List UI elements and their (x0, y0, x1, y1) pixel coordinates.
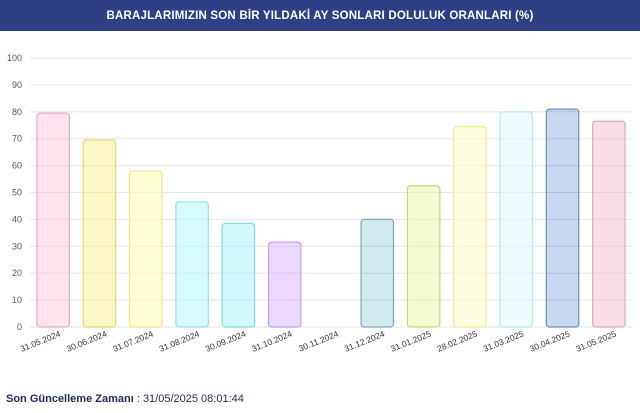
gridlines (30, 57, 632, 328)
y-tick-label: 60 (12, 161, 22, 171)
bar-31.05.2024 (36, 112, 70, 328)
bar-30.09.2024 (221, 222, 256, 328)
y-tick-label: 30 (12, 241, 22, 251)
bar-28.02.2025 (453, 125, 487, 328)
bar-30.04.2025 (545, 108, 580, 328)
bar-31.12.2024 (360, 218, 395, 328)
y-tick-label: 100 (7, 53, 22, 63)
bar-31.07.2024 (128, 170, 163, 328)
y-axis: 0 10 20 30 40 50 60 70 80 90 100 (7, 53, 22, 332)
x-tick-label: 30.04.2025 (528, 328, 571, 353)
x-tick-label: 31.01.2025 (389, 328, 432, 353)
y-tick-label: 80 (12, 107, 22, 117)
x-tick-label: 31.03.2025 (482, 328, 525, 353)
y-tick-label: 70 (12, 134, 22, 144)
bar-31.08.2024 (175, 201, 209, 328)
x-tick-label: 30.09.2024 (204, 328, 247, 353)
bar-31.01.2025 (406, 185, 441, 328)
x-tick-label: 28.02.2025 (435, 328, 478, 353)
last-update-separator: : (133, 393, 143, 405)
x-tick-label: 31.08.2024 (158, 328, 201, 353)
y-tick-label: 90 (12, 80, 22, 90)
bar-31.03.2025 (499, 111, 534, 328)
x-tick-label: 30.06.2024 (65, 328, 108, 353)
last-update-label: Son Güncelleme Zamanı (6, 393, 134, 405)
x-tick-label: 31.07.2024 (111, 328, 154, 353)
chart-panel: 0 10 20 30 40 50 60 70 80 90 100 31.05.2024 30.06.2… (0, 35, 640, 380)
y-tick-label: 20 (12, 268, 22, 278)
bar-31.10.2024 (267, 241, 302, 328)
bar-31.05.2025 (592, 120, 626, 328)
chart-title-bar: BARAJLARIMIZIN SON BİR YILDAKİ AY SONLAR… (0, 0, 640, 31)
bars (36, 108, 626, 328)
x-tick-label: 31.05.2025 (574, 328, 617, 353)
last-update: Son Güncelleme Zamanı : 31/05/2025 08:01… (6, 393, 244, 405)
x-tick-label: 30.11.2024 (297, 328, 340, 353)
y-tick-label: 0 (17, 322, 22, 332)
y-tick-label: 10 (12, 295, 22, 305)
x-tick-label: 31.12.2024 (343, 328, 386, 353)
y-tick-label: 40 (12, 214, 22, 224)
y-tick-label: 50 (12, 188, 22, 198)
x-tick-label: 31.10.2024 (250, 328, 293, 353)
bar-30.06.2024 (82, 139, 117, 328)
x-tick-label: 31.05.2024 (19, 328, 62, 353)
x-axis: 31.05.2024 30.06.2024 31.07.2024 31.08.2024… (19, 328, 618, 353)
chart-title: BARAJLARIMIZIN SON BİR YILDAKİ AY SONLAR… (106, 9, 534, 22)
last-update-value: 31/05/2025 08:01:44 (142, 393, 244, 405)
bar-chart: 0 10 20 30 40 50 60 70 80 90 100 31.05.2024 30.06.2… (7, 53, 632, 354)
